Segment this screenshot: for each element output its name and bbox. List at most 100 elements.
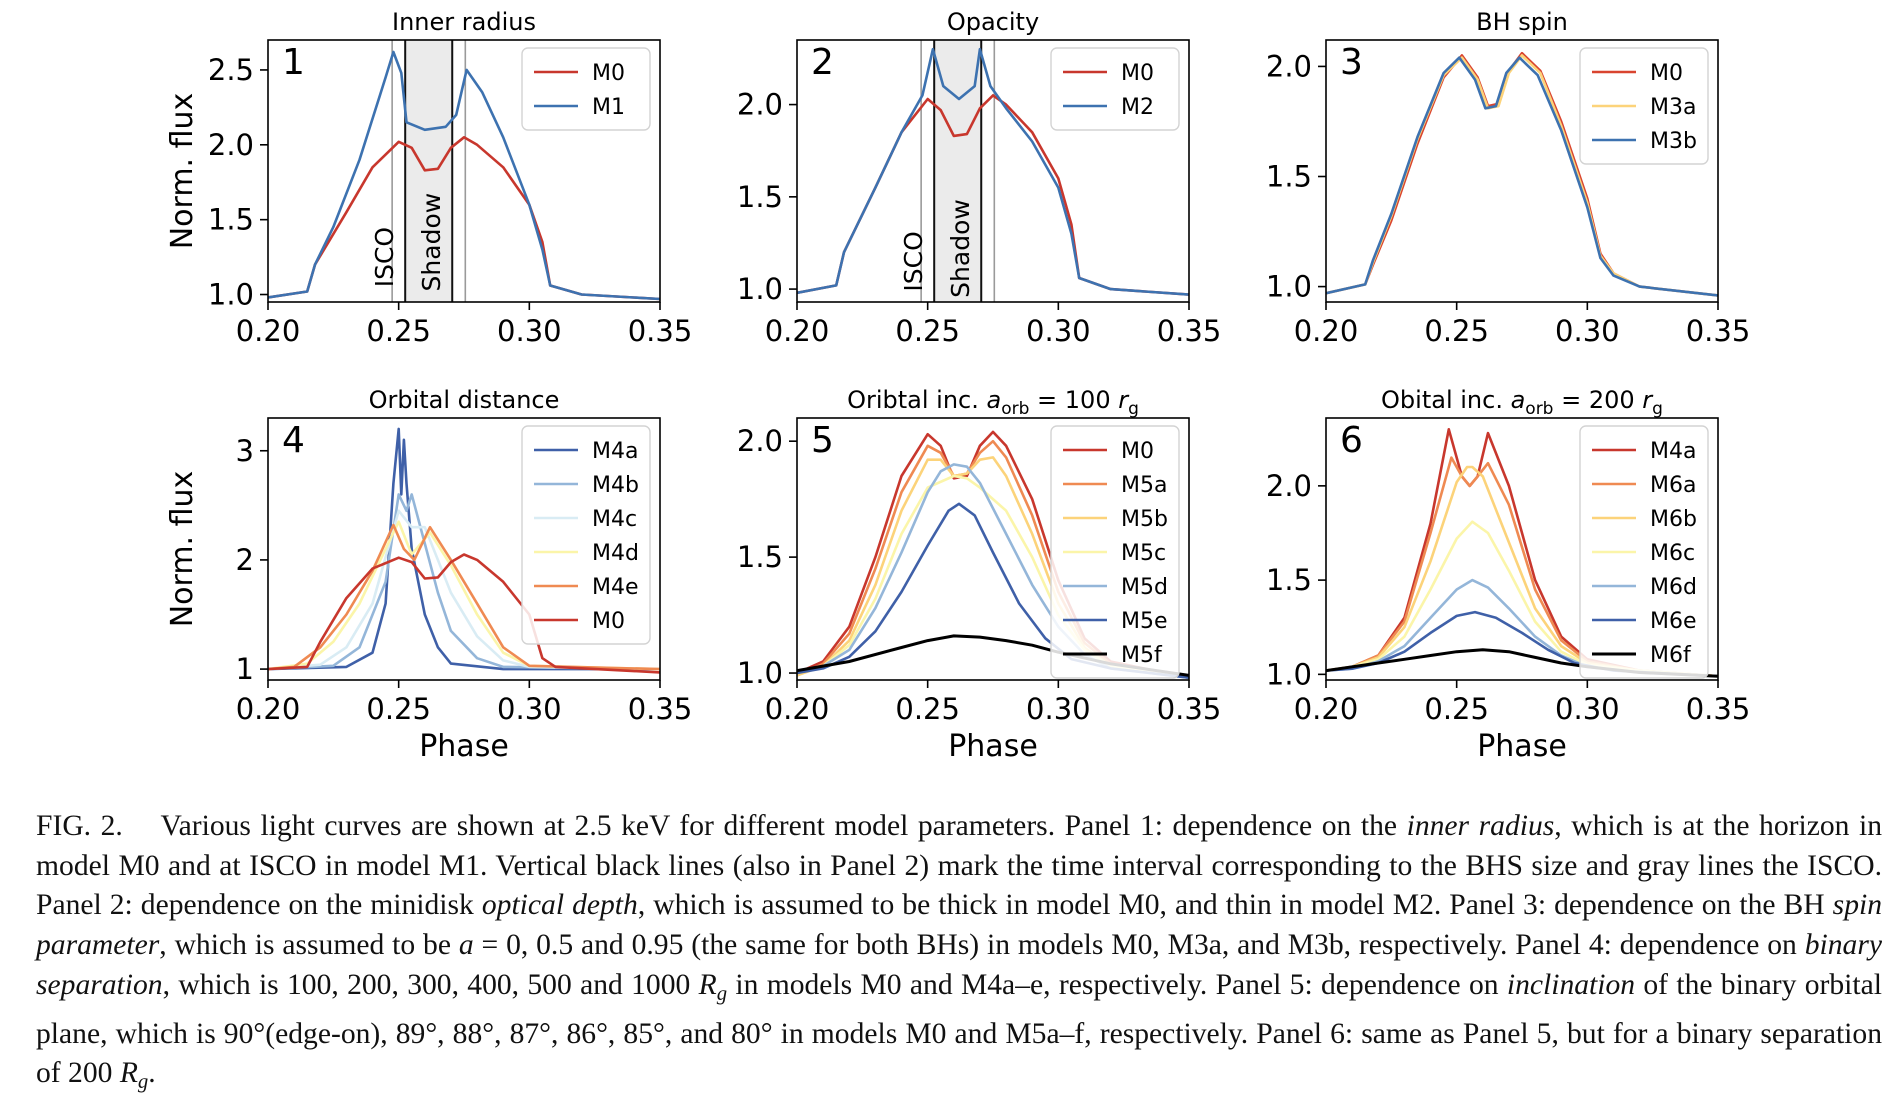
legend-label-M0: M0	[592, 609, 625, 634]
y-tick-label: 1.0	[737, 272, 783, 306]
chart-panel-4: 0.20 0.25 0.30 0.35 1 2 3 Orbital distance 4 Norm…	[165, 386, 692, 764]
x-tick-label: 0.35	[628, 692, 693, 726]
legend-label-M4e: M4e	[592, 575, 639, 600]
caption-text: , which is 100, 200, 300, 400, 500 and 1…	[162, 968, 699, 1001]
legend-label-M0: M0	[1121, 61, 1154, 86]
annotation-shadow: Shadow	[417, 193, 446, 292]
plot-area	[1326, 51, 1718, 297]
caption-label: FIG. 2.	[36, 810, 123, 842]
legend-box	[1050, 47, 1180, 131]
legend-label-M1: M1	[592, 95, 625, 120]
panel-title-part: orb	[1525, 399, 1553, 419]
x-axis-label: Phase	[419, 729, 509, 764]
legend-label-M6d: M6d	[1650, 575, 1697, 600]
axes-frame	[796, 39, 1190, 303]
legend-box	[521, 425, 651, 645]
caption-text: , which is assumed to be thick in model …	[637, 889, 1833, 922]
panel-title-part: a	[987, 386, 1002, 414]
legend: M0 M5a M5b M5c M5d M5e M5f	[1050, 425, 1180, 679]
legend-label-M4a: M4a	[1650, 439, 1696, 464]
legend-label-M4b: M4b	[592, 473, 639, 498]
caption-emph: a	[458, 929, 474, 962]
x-tick-label: 0.30	[1026, 692, 1091, 726]
figure-caption: FIG. 2. Various light curves are shown a…	[36, 807, 1882, 1103]
caption-emph: g	[137, 1071, 149, 1094]
caption-text: .	[148, 1057, 156, 1090]
legend-label-M4d: M4d	[592, 541, 639, 566]
panel-title: Oribtal inc. aorb = 100 rg	[847, 386, 1139, 419]
caption-text: of the binary orbital plane, which is 90…	[36, 968, 1882, 1090]
y-tick-label: 1	[236, 652, 254, 686]
annotation-shadow: Shadow	[946, 199, 975, 298]
x-tick-label: 0.35	[1157, 314, 1222, 348]
series-line-M4b	[268, 493, 660, 671]
series-line-M4d	[268, 520, 660, 671]
x-tick-label: 0.25	[366, 692, 431, 726]
legend-label-M3a: M3a	[1650, 95, 1696, 120]
legend: M4a M4b M4c M4d M4e M0	[521, 425, 651, 645]
x-tick-label: 0.30	[1555, 692, 1620, 726]
legend-label-M2: M2	[1121, 95, 1154, 120]
x-tick-label: 0.35	[628, 314, 693, 348]
panel-title: BH spin	[1476, 8, 1568, 36]
legend-label-M5c: M5c	[1121, 541, 1166, 566]
axes-frame	[1325, 417, 1719, 681]
x-tick-label: 0.20	[765, 692, 830, 726]
panel-title-part: = 200	[1553, 386, 1642, 414]
x-tick-label: 0.20	[236, 692, 301, 726]
series-line-M2	[797, 47, 1189, 296]
y-tick-label: 1.5	[1266, 563, 1312, 597]
x-tick-label: 0.35	[1686, 692, 1751, 726]
series-line-M4e	[268, 523, 660, 671]
legend-label-M6b: M6b	[1650, 507, 1697, 532]
x-tick-label: 0.25	[366, 314, 431, 348]
x-tick-label: 0.25	[895, 314, 960, 348]
series-line-M4a	[268, 427, 660, 671]
panel-title-part: orb	[1001, 399, 1029, 419]
x-axis-label: Phase	[948, 729, 1038, 764]
chart-panel-6: 0.20 0.25 0.30 0.35 1.0 1.5 2.0 Obital inc. aor…	[1266, 386, 1750, 764]
series-line-M3b	[1326, 56, 1718, 297]
axes-frame	[267, 39, 661, 303]
axes-frame	[267, 417, 661, 681]
caption-text: , which is assumed to be	[159, 929, 459, 962]
annotation-isco: ISCO	[370, 227, 399, 287]
panel-title-part: Obital inc.	[1381, 386, 1511, 414]
x-tick-label: 0.30	[497, 314, 562, 348]
series-line-M6b	[1326, 465, 1718, 678]
y-tick-label: 2.5	[208, 53, 254, 87]
y-tick-label: 2.0	[737, 88, 783, 122]
legend-label-M5e: M5e	[1121, 609, 1168, 634]
caption-emph: inclination	[1506, 968, 1636, 1001]
plot-area: ISCO Shadow	[797, 40, 1189, 302]
panel-number: 3	[1340, 42, 1363, 83]
chart-panel-5: 0.20 0.25 0.30 0.35 1.0 1.5 2.0 Oribtal inc. ao…	[737, 386, 1221, 764]
x-tick-label: 0.25	[1424, 314, 1489, 348]
legend-label-M6c: M6c	[1650, 541, 1695, 566]
panel-number: 6	[1340, 420, 1363, 461]
y-tick-label: 2.0	[737, 424, 783, 458]
x-tick-label: 0.25	[895, 692, 960, 726]
y-axis-label: Norm. flux	[165, 93, 200, 250]
panel-title-part: r	[1118, 386, 1130, 414]
y-axis-label: Norm. flux	[165, 471, 200, 628]
y-tick-label: 2	[236, 543, 254, 577]
y-tick-label: 2.0	[1266, 469, 1312, 503]
series-line-M6a	[1326, 456, 1718, 678]
caption-emph: binary separation	[36, 929, 1882, 1001]
caption-emph: R	[119, 1057, 138, 1090]
panel-title: Opacity	[947, 8, 1039, 36]
series-line-M4c	[268, 509, 660, 671]
caption-emph: R	[698, 968, 717, 1001]
caption-emph: inner radius	[1406, 810, 1555, 842]
legend-label-M5d: M5d	[1121, 575, 1168, 600]
chart-panel-1: ISCO Shadow 0.20 0.25 0.30 0.35 1.0 1.5 2.0 2.5 In…	[165, 8, 692, 348]
panel-title-part: a	[1511, 386, 1526, 414]
legend-label-M5f: M5f	[1121, 643, 1163, 668]
axes-frame	[796, 417, 1190, 681]
y-tick-label: 1.5	[208, 203, 254, 237]
y-tick-label: 1.0	[1266, 270, 1312, 304]
caption-emph: spin parameter	[36, 889, 1883, 962]
caption-text: , which is at the horizon in model M0 an…	[36, 810, 1883, 922]
